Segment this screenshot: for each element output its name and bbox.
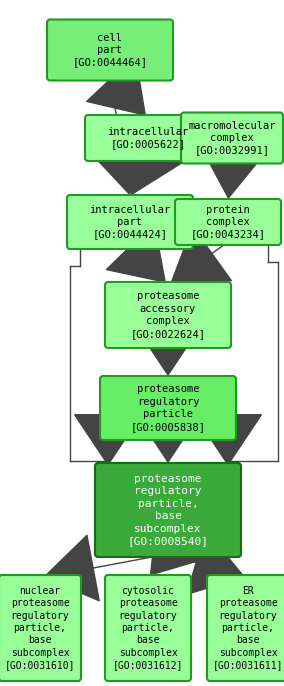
Text: proteasome
regulatory
particle,
base
subcomplex
[GO:0008540]: proteasome regulatory particle, base sub… — [128, 474, 208, 546]
FancyBboxPatch shape — [0, 575, 81, 681]
FancyBboxPatch shape — [95, 463, 241, 557]
Text: protein
complex
[GO:0043234]: protein complex [GO:0043234] — [191, 204, 266, 239]
Text: cytosolic
proteasome
regulatory
particle,
base
subcomplex
[GO:0031612]: cytosolic proteasome regulatory particle… — [113, 586, 183, 670]
Text: intracellular
[GO:0005622]: intracellular [GO:0005622] — [107, 127, 189, 149]
Text: nuclear
proteasome
regulatory
particle,
base
subcomplex
[GO:0031610]: nuclear proteasome regulatory particle, … — [5, 586, 75, 670]
FancyBboxPatch shape — [181, 113, 283, 163]
FancyBboxPatch shape — [207, 575, 284, 681]
FancyBboxPatch shape — [47, 19, 173, 80]
FancyBboxPatch shape — [67, 195, 193, 249]
FancyBboxPatch shape — [100, 376, 236, 440]
Text: intracellular
part
[GO:0044424]: intracellular part [GO:0044424] — [89, 204, 171, 239]
Text: ER
proteasome
regulatory
particle,
base
subcomplex
[GO:0031611]: ER proteasome regulatory particle, base … — [213, 586, 283, 670]
FancyBboxPatch shape — [175, 199, 281, 245]
Text: proteasome
regulatory
particle
[GO:0005838]: proteasome regulatory particle [GO:00058… — [131, 384, 206, 431]
FancyBboxPatch shape — [85, 115, 211, 161]
FancyBboxPatch shape — [105, 575, 191, 681]
Text: macromolecular
complex
[GO:0032991]: macromolecular complex [GO:0032991] — [188, 121, 276, 156]
FancyBboxPatch shape — [105, 282, 231, 348]
Text: proteasome
accessory
complex
[GO:0022624]: proteasome accessory complex [GO:0022624… — [131, 292, 206, 339]
Text: cell
part
[GO:0044464]: cell part [GO:0044464] — [72, 33, 147, 67]
